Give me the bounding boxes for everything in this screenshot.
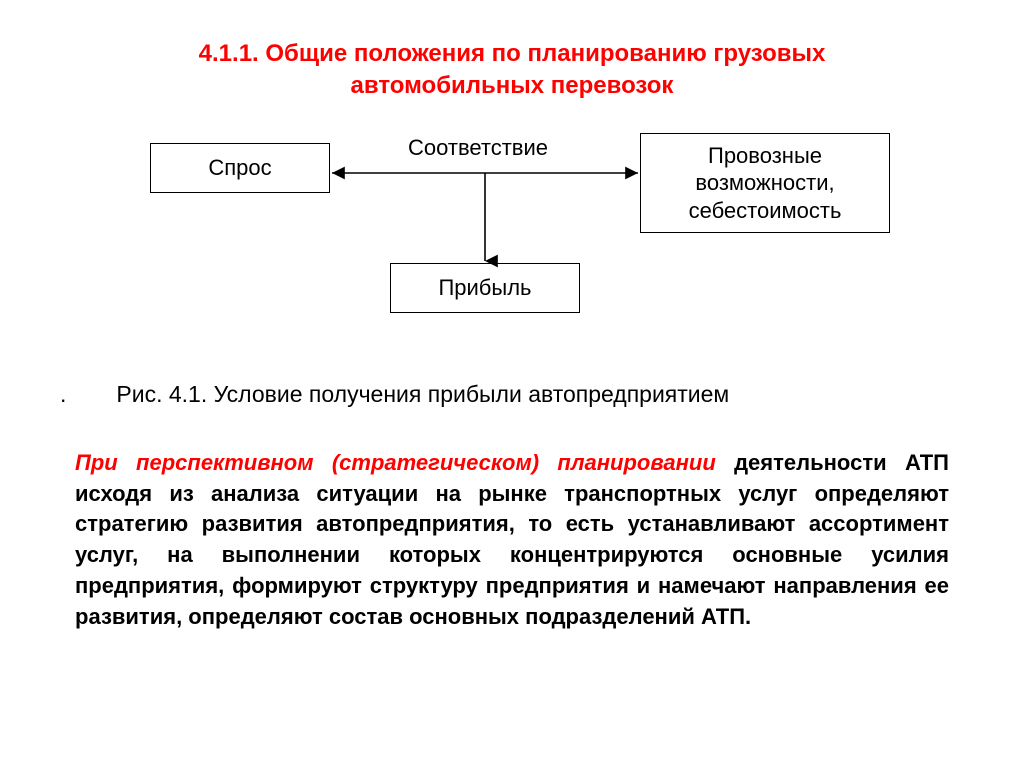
figure-caption: . Рис. 4.1. Условие получения прибыли ав…	[0, 381, 1024, 408]
node-capacity-line2: возможности,	[695, 169, 834, 197]
paragraph-body: деятельности АТП исходя из анализа ситуа…	[75, 450, 949, 629]
node-demand-label: Спрос	[208, 154, 271, 182]
title-line-2: автомобильных перевозок	[60, 70, 964, 102]
caption-dot: .	[60, 381, 110, 408]
node-capacity-line3: себестоимость	[689, 197, 842, 225]
node-demand: Спрос	[150, 143, 330, 193]
body-paragraph: При перспективном (стратегическом) плани…	[0, 408, 1024, 633]
title-line-1: 4.1.1. Общие положения по планированию г…	[60, 38, 964, 70]
node-capacity-line1: Провозные	[708, 142, 822, 170]
diagram-area: Соответствие Спрос Провозные возможности…	[0, 133, 1024, 353]
node-capacity: Провозные возможности, себестоимость	[640, 133, 890, 233]
node-profit: Прибыль	[390, 263, 580, 313]
paragraph-lead: При перспективном (стратегическом) плани…	[75, 450, 716, 475]
edge-label-correspondence: Соответствие	[408, 135, 548, 161]
node-profit-label: Прибыль	[438, 274, 531, 302]
page-title: 4.1.1. Общие положения по планированию г…	[0, 0, 1024, 103]
caption-text: Рис. 4.1. Условие получения прибыли авто…	[116, 381, 729, 407]
